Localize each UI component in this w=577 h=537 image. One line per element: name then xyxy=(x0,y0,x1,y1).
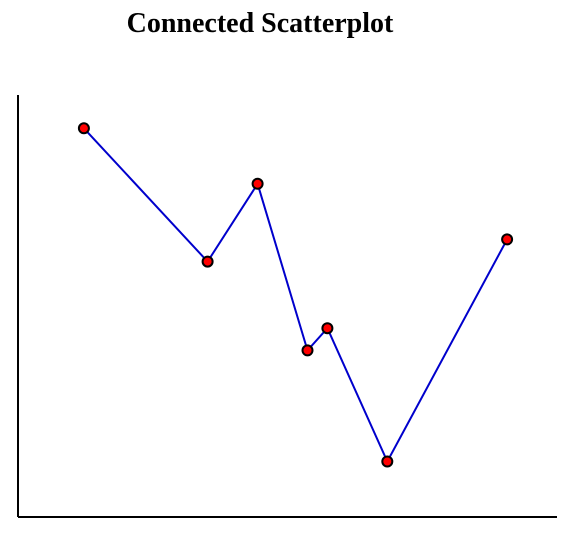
data-point-1 xyxy=(77,122,90,135)
data-point-3 xyxy=(251,177,264,190)
chart-title: Connected Scatterplot xyxy=(126,8,394,39)
plot-area xyxy=(77,122,514,468)
series-line xyxy=(83,127,508,464)
data-point-6 xyxy=(381,455,394,468)
data-point-5 xyxy=(321,322,334,335)
data-point-4 xyxy=(301,344,314,357)
data-point-2 xyxy=(201,255,214,268)
data-point-7 xyxy=(501,233,514,246)
